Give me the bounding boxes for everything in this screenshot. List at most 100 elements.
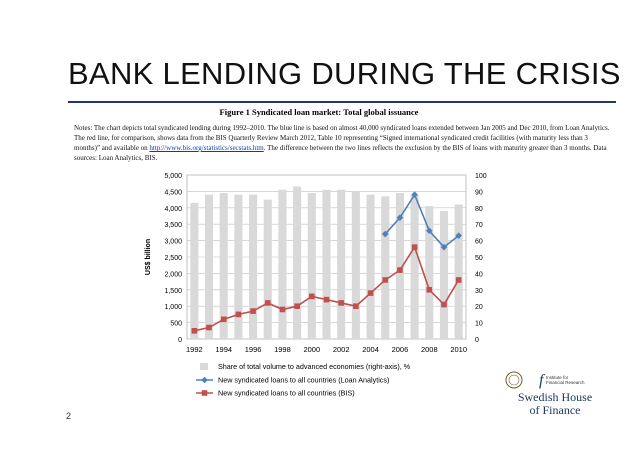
bar-share (322, 189, 331, 339)
partner-name-line2: Financial Research (546, 380, 585, 385)
diamond-series-line (384, 192, 460, 249)
y-right-tick-label: 0 (475, 337, 479, 344)
y-right-tick-label: 10 (475, 321, 483, 328)
y-left-tick-label: 2,500 (164, 255, 182, 262)
bar-share (219, 193, 228, 339)
point-bis (382, 277, 389, 283)
point-loan-analytics (440, 243, 448, 251)
legend-marker-bis (201, 390, 208, 396)
point-bis (250, 308, 256, 314)
point-bis (235, 311, 242, 318)
x-tick-label: 2006 (392, 345, 409, 354)
y-right-tick-label: 40 (475, 271, 483, 278)
y-right-tick-label: 30 (475, 288, 483, 295)
bar-share (263, 199, 272, 339)
x-tick-label: 1992 (186, 345, 203, 354)
bar-share (278, 189, 287, 339)
seal-inner-icon (508, 374, 520, 386)
partner-logo-icon: f (539, 372, 546, 389)
y-left-tick-label: 3,500 (164, 222, 182, 229)
bar-share (454, 204, 463, 339)
y-right-tick-label: 100 (475, 173, 487, 180)
bar-share (190, 202, 199, 339)
point-bis (323, 296, 330, 303)
point-loan-analytics (381, 230, 389, 238)
x-tick-label: 2000 (303, 345, 320, 354)
y-axis-title: US$ billion (145, 239, 152, 275)
seal-icon (505, 371, 523, 389)
legend-label-bis: New syndicated loans to all countries (B… (218, 389, 355, 398)
bis-stats-link[interactable]: http://www.bis.org/statistics/secstats.h… (149, 144, 264, 152)
x-tick-label: 1996 (245, 345, 262, 354)
y-right-tick-label: 80 (475, 206, 483, 213)
y-right-tick-label: 70 (475, 222, 483, 229)
point-loan-analytics (425, 227, 433, 235)
legend-label-share: Share of total volume to advanced econom… (218, 362, 411, 371)
logo-text-line2: of Finance (530, 403, 581, 417)
y-left-tick-label: 500 (170, 321, 182, 328)
y-left-tick-label: 2,000 (164, 271, 182, 278)
x-tick-label: 2004 (362, 345, 379, 354)
legend-label-loan-analytics: New syndicated loans to all countries (L… (218, 376, 389, 385)
bar-share (351, 191, 360, 339)
point-bis (206, 324, 212, 331)
logo-graphic: f Institute for Financial Research Swedi… (505, 371, 592, 417)
point-bis (426, 287, 433, 293)
bar-share (307, 193, 316, 339)
institution-logo: f Institute for Financial Research Swedi… (493, 370, 618, 418)
x-tick-label: 2002 (333, 345, 350, 354)
point-loan-analytics (411, 191, 418, 198)
legend-marker-loan-analytics (201, 376, 208, 384)
point-bis (338, 300, 344, 306)
point-loan-analytics (455, 232, 462, 239)
y-right-tick-label: 20 (475, 304, 483, 311)
y-left-tick-label: 4,000 (164, 206, 182, 213)
bar-share (249, 194, 258, 339)
bar-share (395, 193, 404, 339)
bar-share (293, 186, 302, 339)
notes-text: Notes: The chart depicts total syndicate… (74, 124, 610, 152)
point-bis (294, 303, 300, 309)
y-left-tick-label: 5,000 (164, 173, 182, 180)
slide-title: BANK LENDING DURING THE CRISIS (68, 56, 621, 91)
x-tick-label: 2010 (450, 345, 467, 354)
y-left-tick-label: 0 (178, 337, 182, 344)
y-left-tick-label: 1,500 (164, 288, 182, 295)
point-bis (264, 300, 271, 306)
bar-share (337, 189, 346, 339)
partner-name-line1: Institute for (546, 375, 569, 380)
bar-share (204, 194, 214, 339)
y-left-tick-label: 4,500 (164, 189, 182, 196)
x-tick-label: 2008 (421, 345, 438, 354)
point-bis (397, 267, 403, 273)
title-divider (68, 101, 616, 103)
bar-share (439, 211, 449, 339)
point-bis (367, 290, 374, 296)
y-right-tick-label: 50 (475, 255, 483, 262)
y-right-tick-label: 60 (475, 239, 483, 246)
logo-text-line1: Swedish House (518, 390, 592, 404)
point-bis (441, 301, 447, 308)
point-bis (411, 244, 418, 250)
y-right-tick-label: 90 (475, 189, 483, 196)
slide-number: 2 (66, 411, 72, 421)
bar-share (366, 194, 375, 339)
y-left-tick-label: 3,000 (164, 239, 182, 246)
y-left-tick-label: 1,000 (164, 304, 182, 311)
point-bis (279, 306, 286, 313)
figure-notes: Notes: The chart depicts total syndicate… (74, 123, 612, 163)
point-bis (309, 293, 315, 300)
bar-share (410, 194, 419, 339)
point-bis (353, 303, 359, 309)
point-bis (220, 316, 227, 323)
point-bis (191, 328, 198, 334)
bar-share (425, 206, 434, 339)
figure-title: Figure 1 Syndicated loan market: Total g… (219, 107, 419, 117)
x-tick-label: 1994 (215, 345, 232, 354)
point-loan-analytics (396, 214, 404, 221)
legend-swatch-share (200, 363, 208, 370)
x-tick-label: 1998 (274, 345, 291, 354)
bar-share (234, 194, 243, 339)
notes-text-end: . The difference between the two lines r… (74, 144, 607, 162)
